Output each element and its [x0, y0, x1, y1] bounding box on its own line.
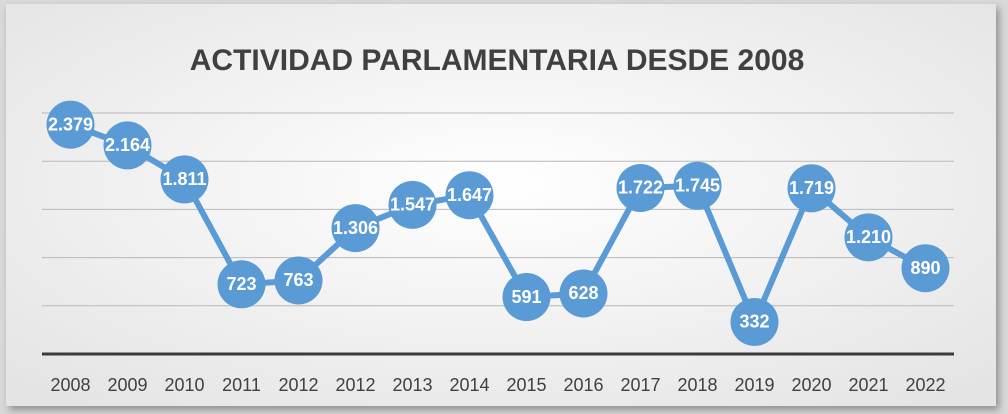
data-label: 2.379 — [48, 114, 93, 134]
data-label: 1.722 — [618, 178, 663, 198]
data-point — [616, 163, 665, 212]
data-label: 591 — [511, 287, 541, 307]
data-point — [559, 269, 608, 318]
data-label: 2.164 — [105, 135, 150, 155]
data-point — [103, 121, 152, 170]
x-tick-label: 2014 — [449, 375, 489, 395]
data-point — [46, 100, 95, 149]
data-point — [730, 297, 779, 346]
x-tick-label: 2008 — [50, 375, 90, 395]
data-label: 628 — [568, 283, 598, 303]
data-point — [388, 180, 437, 229]
data-point — [274, 256, 323, 305]
data-label: 1.719 — [789, 178, 834, 198]
data-point — [217, 260, 266, 309]
x-tick-label: 2011 — [222, 375, 261, 395]
data-label: 1.306 — [333, 218, 378, 238]
data-label: 1.210 — [846, 227, 891, 247]
x-tick-label: 2022 — [905, 375, 945, 395]
data-label: 763 — [283, 270, 313, 290]
x-tick-label: 2019 — [734, 375, 774, 395]
x-tick-label: 2020 — [791, 375, 831, 395]
x-tick-label: 2015 — [506, 375, 546, 395]
data-point — [673, 161, 722, 210]
data-point — [331, 204, 380, 253]
data-point — [160, 155, 209, 204]
chart-title: ACTIVIDAD PARLAMENTARIA DESDE 2008 — [190, 44, 805, 77]
data-label: 1.745 — [675, 176, 720, 196]
data-label: 1.811 — [162, 169, 206, 189]
data-point — [502, 273, 551, 322]
data-line — [69, 121, 927, 325]
data-point — [844, 213, 893, 262]
x-tick-label: 2018 — [677, 375, 717, 395]
data-label: 1.547 — [390, 195, 435, 215]
x-tick-label: 2017 — [620, 375, 660, 395]
data-label: 1.647 — [447, 185, 492, 205]
data-label: 332 — [739, 312, 769, 332]
data-point — [445, 171, 494, 220]
x-tick-label: 2021 — [848, 375, 888, 395]
data-point — [787, 164, 836, 213]
x-tick-label: 2009 — [107, 375, 147, 395]
data-point — [901, 244, 950, 293]
data-label: 890 — [910, 258, 940, 278]
data-label: 723 — [226, 274, 256, 294]
x-tick-label: 2016 — [563, 375, 603, 395]
x-tick-label: 2012 — [335, 375, 375, 395]
x-tick-label: 2010 — [164, 375, 204, 395]
x-tick-label: 2012 — [278, 375, 318, 395]
x-tick-label: 2013 — [392, 375, 432, 395]
